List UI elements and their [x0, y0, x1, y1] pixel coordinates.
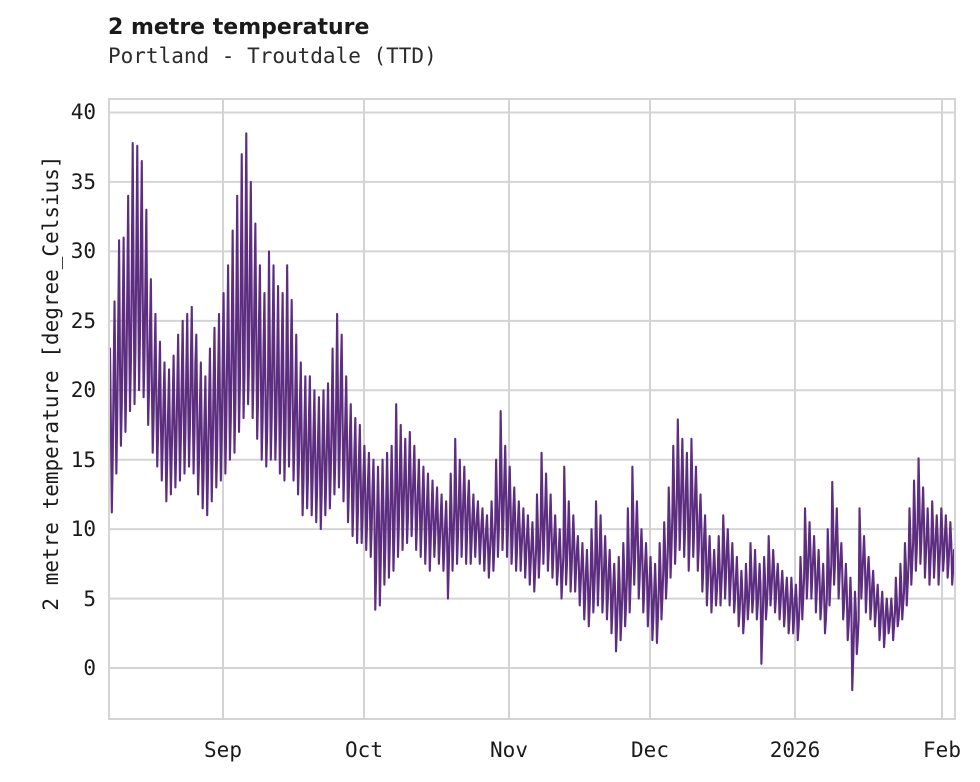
- y-axis-tick-20: 20: [70, 378, 96, 403]
- y-axis-tick-30: 30: [70, 239, 96, 264]
- y-axis-tick-40: 40: [70, 100, 96, 125]
- chart-subtitle: Portland - Troutdale (TTD): [108, 44, 437, 68]
- page-title: 2 metre temperature: [108, 15, 370, 40]
- x-axis-tick-nov: Nov: [490, 738, 528, 762]
- temperature-series-line: [110, 132, 954, 692]
- x-axis-tick-oct: Oct: [345, 738, 383, 762]
- y-axis-tick-15: 15: [70, 447, 96, 472]
- x-axis-tick-feb: Feb: [923, 738, 961, 762]
- x-axis-tick-dec: Dec: [631, 738, 669, 762]
- title-block: 2 metre temperature Portland - Troutdale…: [108, 14, 948, 70]
- x-axis-tick-sep: Sep: [204, 738, 242, 762]
- grid-lines: [110, 100, 954, 718]
- temperature-line-chart: [110, 100, 954, 718]
- x-axis-tick-2026: 2026: [769, 738, 821, 762]
- plot-area: [108, 98, 956, 720]
- y-axis-tick-10: 10: [70, 517, 96, 542]
- y-axis-tick-labels: 0 5 10 15 20 25 30 35 40: [0, 0, 96, 782]
- y-axis-tick-0: 0: [83, 656, 96, 680]
- y-axis-tick-25: 25: [70, 308, 96, 333]
- y-axis-tick-5: 5: [83, 586, 96, 611]
- plot-inner: [110, 100, 954, 718]
- y-axis-tick-35: 35: [70, 169, 96, 194]
